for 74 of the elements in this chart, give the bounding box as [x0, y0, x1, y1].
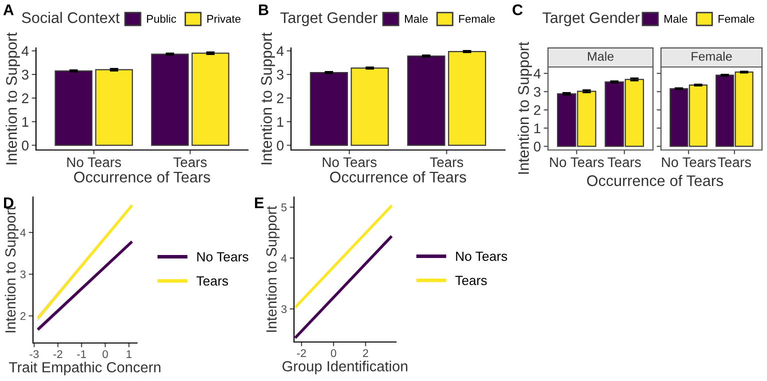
x-tick-label: 0	[330, 349, 336, 358]
y-axis-title: Intention to Support	[6, 32, 20, 164]
legend-label: Tears	[196, 276, 228, 286]
legend-label: Female	[718, 14, 754, 23]
x-tick-label: No Tears	[322, 157, 377, 168]
legend-label: Private	[207, 14, 240, 23]
x-tick-label: Tears	[430, 157, 464, 168]
legend-label: Tears	[455, 276, 487, 286]
text: C	[512, 4, 523, 16]
y-tick-label: 1	[534, 124, 540, 134]
bar	[407, 55, 446, 146]
y-tick-label: 0	[22, 140, 29, 150]
legend-title: Target Gender	[280, 12, 378, 26]
y-tick-label: 3	[22, 70, 28, 80]
y-tick-label: 4	[534, 68, 541, 78]
bar	[54, 70, 92, 146]
y-tick-label: 1	[22, 117, 28, 127]
y-tick-label: 5	[281, 204, 287, 212]
y-tick-label: 1	[277, 117, 284, 127]
y-tick-label: 4	[281, 254, 287, 262]
y-tick-label: 4	[276, 46, 284, 56]
y-tick-label: 3	[534, 86, 540, 97]
legend-label: No Tears	[197, 252, 248, 262]
text: D	[4, 198, 14, 208]
bar	[448, 50, 486, 146]
y-tick-label: 2	[22, 93, 28, 104]
bar	[350, 68, 389, 146]
legend-label: Male	[664, 14, 688, 23]
x-axis-title: Occurrence of Tears	[330, 171, 466, 182]
x-tick-label: Tears	[174, 157, 207, 168]
y-tick-label: 2	[277, 93, 284, 104]
chart-title: Female	[692, 52, 732, 61]
y-tick-label: 3	[20, 270, 26, 278]
y-tick-label: 4	[20, 228, 26, 236]
y-axis-title: Intention to Support	[260, 32, 275, 164]
legend-label: Female	[459, 14, 495, 23]
y-tick-label: 3	[276, 70, 284, 80]
y-axis-title: Intention to Support	[266, 206, 280, 332]
x-tick-label: Tears	[718, 157, 751, 168]
legend-label: Public	[147, 14, 176, 23]
bar	[151, 54, 189, 146]
chart-title: Male	[588, 52, 614, 61]
x-tick-label: No Tears	[67, 157, 121, 168]
y-tick-label: 3	[281, 305, 287, 314]
legend-label: Male	[405, 14, 428, 23]
legend-title: Target Gender	[542, 12, 640, 26]
x-tick-label: Tears	[608, 157, 641, 168]
x-tick-label: -3	[30, 350, 39, 358]
text: A	[3, 4, 14, 16]
text: B	[259, 4, 268, 16]
text: E	[255, 198, 264, 208]
x-tick-label: -2	[53, 350, 62, 358]
x-axis-title: Group Identification	[282, 360, 408, 374]
y-tick-label: 4	[22, 46, 29, 56]
y-axis-title: Intention to Support	[518, 42, 532, 174]
x-tick-label: No Tears	[662, 157, 716, 168]
x-tick-label: 2	[363, 349, 368, 357]
x-axis-title: Occurrence of Tears	[74, 171, 210, 182]
y-tick-label: 2	[20, 312, 26, 320]
x-tick-label: -2	[297, 349, 306, 357]
x-axis-title: Occurrence of Tears	[587, 174, 724, 186]
y-tick-label: 2	[534, 105, 540, 115]
y-tick-label: 0	[534, 142, 541, 152]
x-tick-label: -1	[77, 350, 86, 358]
y-tick-label: 0	[276, 140, 284, 150]
legend-label: No Tears	[456, 252, 508, 261]
legend-title: Social Context	[22, 12, 120, 24]
bar	[192, 52, 230, 146]
bar	[310, 72, 348, 146]
x-tick-label: No Tears	[550, 157, 604, 168]
x-tick-label: 0	[102, 350, 108, 358]
bar	[95, 69, 133, 146]
x-axis-title: Trait Empathic Concern	[9, 362, 160, 376]
x-tick-label: 1	[126, 350, 132, 358]
